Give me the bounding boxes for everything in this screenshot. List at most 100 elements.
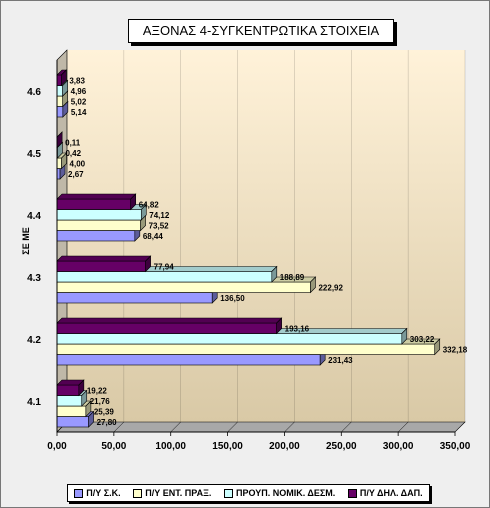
y-axis-label: ΣΕ ΜΕ — [21, 227, 31, 255]
bar — [56, 322, 277, 334]
y-tick-label: 4.6 — [27, 87, 41, 98]
data-label: 3,83 — [69, 77, 85, 86]
data-label: 136,50 — [220, 294, 245, 303]
bar-end — [276, 317, 282, 335]
bar — [56, 209, 142, 221]
y-tick-label: 4.4 — [27, 211, 41, 222]
legend-item: Π/Υ ΔΗΛ. ΔΑΠ. — [347, 488, 423, 498]
bar — [56, 281, 311, 293]
data-label: 27,80 — [97, 418, 118, 427]
data-label: 77,94 — [154, 263, 175, 272]
legend-item: Π/Υ ΕΝΤ. ΠΡΑΞ. — [133, 488, 211, 498]
y-tick-label: 4.5 — [27, 149, 41, 160]
data-label: 19,22 — [87, 387, 108, 396]
data-label: 5,14 — [71, 108, 87, 117]
data-label: 73,52 — [149, 222, 170, 231]
data-label: 4,00 — [70, 160, 86, 169]
x-gridline-floor — [113, 421, 125, 433]
x-gridline-floor — [454, 421, 466, 433]
data-label: 2,67 — [68, 170, 84, 179]
chart-title: ΑΞΟΝΑΣ 4-ΣΥΓΚΕΝΤΡΩΤΙΚΑ ΣΤΟΙΧΕΙΑ — [128, 19, 394, 43]
x-tick-label: 350,00 — [440, 441, 471, 452]
data-label: 4,96 — [71, 87, 87, 96]
legend-label: Π/Υ Σ.Κ. — [86, 488, 121, 498]
y-tick-label: 4.1 — [27, 397, 41, 408]
legend-swatch — [347, 488, 357, 498]
legend-label: Π/Υ ΕΝΤ. ΠΡΑΞ. — [145, 488, 212, 498]
legend-item: Π/Υ Σ.Κ. — [74, 488, 121, 498]
x-gridline-floor — [341, 421, 352, 433]
bar-end — [401, 327, 408, 345]
legend-swatch — [133, 488, 143, 498]
legend-swatch — [224, 488, 233, 498]
bar-end — [61, 69, 67, 87]
data-label: 188,89 — [280, 273, 305, 282]
data-label: 68,44 — [143, 232, 164, 241]
bar — [56, 405, 87, 417]
bar — [56, 416, 89, 428]
legend-item: ΠΡΟΥΠ. ΝΟΜΙΚ. ΔΕΣΜ. — [224, 488, 335, 498]
data-label: 231,43 — [328, 356, 353, 365]
data-label: 303,22 — [410, 335, 435, 344]
data-label: 25,39 — [94, 408, 115, 417]
bar-top — [56, 193, 137, 200]
bar-end — [88, 410, 94, 428]
data-label: 64,82 — [139, 201, 160, 210]
data-label: 5,02 — [71, 98, 87, 107]
x-tick-label: 300,00 — [383, 441, 414, 452]
bar-end — [85, 400, 92, 418]
bar — [56, 333, 403, 345]
x-gridline-floor — [170, 421, 181, 433]
legend-swatch — [74, 488, 84, 498]
x-tick-label: 0,00 — [47, 441, 67, 452]
bar — [56, 395, 83, 407]
bar — [56, 271, 273, 283]
bar-end — [271, 265, 278, 283]
bar-end — [140, 203, 147, 221]
data-label: 0,11 — [65, 139, 81, 148]
bar-end — [434, 338, 441, 356]
bar — [56, 219, 141, 231]
x-gridline-floor — [284, 421, 295, 433]
y-tick-label: 4.3 — [27, 273, 41, 284]
bar-end — [130, 193, 137, 211]
x-tick-label: 100,00 — [155, 441, 186, 452]
x-gridline-floor — [397, 421, 409, 433]
data-label: 222,92 — [318, 284, 343, 293]
y-tick-label: 4.2 — [27, 335, 41, 346]
bar — [56, 292, 213, 304]
bar — [56, 157, 62, 169]
bar-end — [310, 276, 316, 294]
bar — [56, 85, 63, 97]
bar-top — [56, 317, 283, 324]
data-label: 21,76 — [90, 397, 111, 406]
data-label: 332,18 — [443, 346, 468, 355]
data-label: 193,16 — [285, 325, 310, 334]
data-label: 74,12 — [149, 211, 170, 220]
bar — [56, 384, 80, 396]
bar-top — [56, 255, 152, 262]
x-tick-label: 150,00 — [212, 441, 243, 452]
x-tick-label: 200,00 — [269, 441, 300, 452]
legend-label: Π/Υ ΔΗΛ. ΔΑΠ. — [359, 488, 423, 498]
x-tick-label: 50,00 — [101, 441, 126, 452]
plot-floor — [56, 421, 466, 433]
bar — [56, 230, 136, 242]
bar-end — [78, 379, 85, 397]
bar — [56, 260, 146, 272]
bar — [56, 106, 64, 118]
x-tick-label: 250,00 — [326, 441, 357, 452]
bar-end — [145, 255, 151, 273]
bar — [56, 343, 436, 355]
legend-label: ΠΡΟΥΠ. ΝΟΜΙΚ. ΔΕΣΜ. — [236, 488, 336, 498]
bar-end — [61, 152, 67, 170]
legend: Π/Υ Σ.Κ. Π/Υ ΕΝΤ. ΠΡΑΞ. ΠΡΟΥΠ. ΝΟΜΙΚ. ΔΕ… — [67, 484, 430, 502]
bar — [56, 354, 321, 366]
data-label: 0,42 — [65, 149, 81, 158]
bar — [56, 74, 62, 86]
bar — [56, 198, 132, 210]
bar-end — [81, 389, 88, 407]
x-gridline-floor — [227, 421, 238, 433]
bar-end — [62, 79, 68, 97]
